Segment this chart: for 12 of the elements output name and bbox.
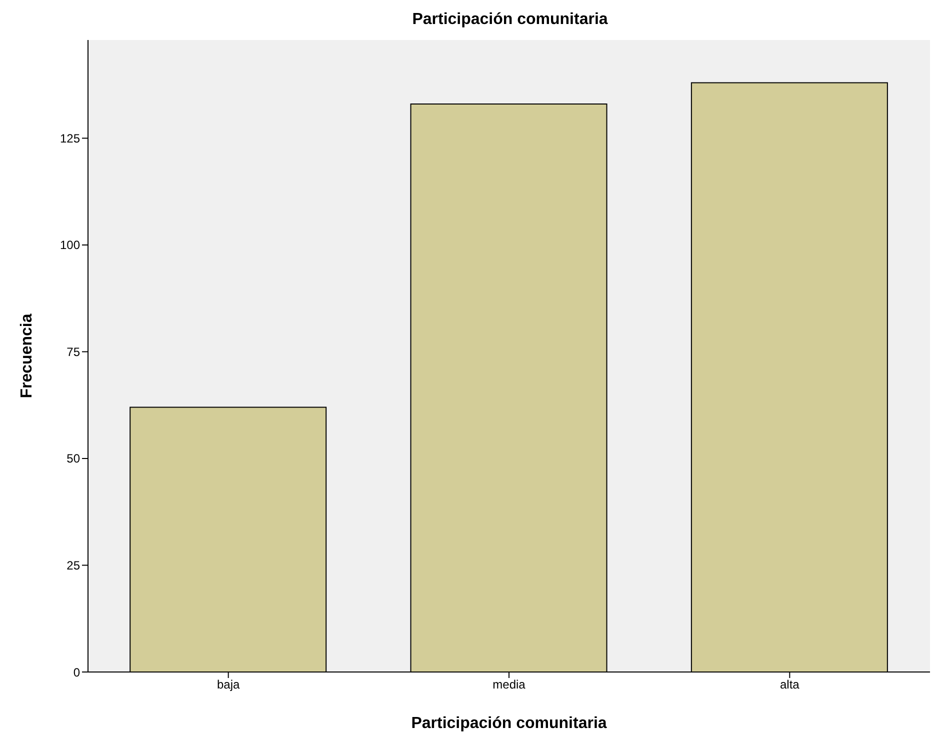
y-tick-label: 0 xyxy=(73,665,80,680)
y-axis-title: Frecuencia xyxy=(18,314,36,398)
x-tick-label: alta xyxy=(780,678,800,692)
y-tick-label: 75 xyxy=(66,344,80,359)
x-axis-title: Participación comunitaria xyxy=(411,715,607,732)
y-tick-label: 125 xyxy=(60,131,80,146)
x-tick-label: baja xyxy=(216,678,240,692)
y-tick-label: 25 xyxy=(66,558,80,573)
x-tick-label: media xyxy=(492,678,526,692)
chart-title: Participación comunitaria xyxy=(411,10,609,30)
y-tick-label: 100 xyxy=(60,238,80,252)
y-tick-label: 50 xyxy=(66,452,80,466)
